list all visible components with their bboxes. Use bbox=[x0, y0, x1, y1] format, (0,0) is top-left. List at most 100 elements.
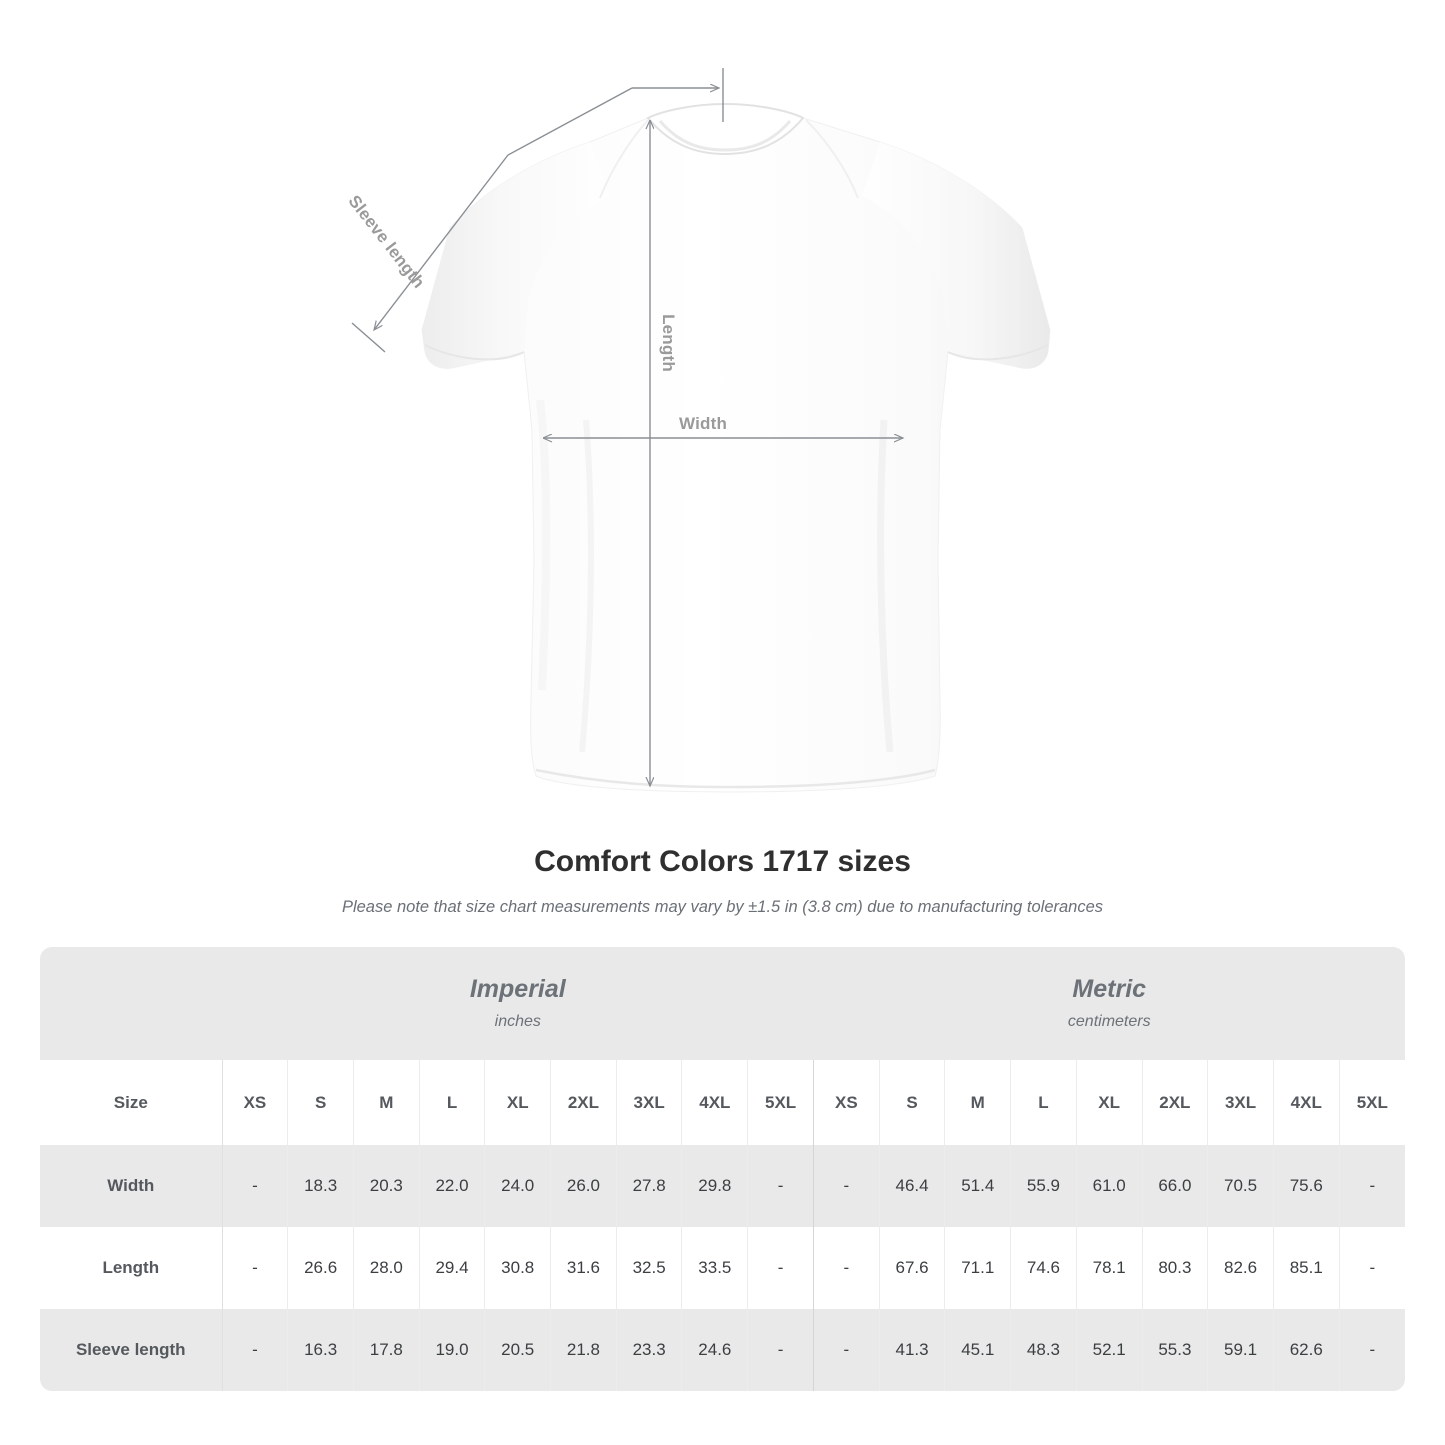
size-header-imp-5xl: 5XL bbox=[747, 1060, 814, 1145]
size-header-met-2xl: 2XL bbox=[1142, 1060, 1209, 1145]
cell-length-met-2xl: 80.3 bbox=[1142, 1227, 1209, 1309]
cell-length-met-5xl: - bbox=[1339, 1227, 1405, 1309]
tolerance-note: Please note that size chart measurements… bbox=[341, 898, 1104, 916]
cell-width-met-l: 55.9 bbox=[1010, 1145, 1077, 1227]
unit-imperial-cell: Imperial inches bbox=[222, 947, 814, 1060]
unit-imperial-sub: inches bbox=[494, 1012, 541, 1030]
cell-sleeve-met-xs: - bbox=[813, 1309, 880, 1391]
size-header-imp-4xl: 4XL bbox=[681, 1060, 749, 1145]
cell-sleeve-imp-4xl: 24.6 bbox=[681, 1309, 749, 1391]
cell-sleeve-met-5xl: - bbox=[1339, 1309, 1405, 1391]
cell-length-met-4xl: 85.1 bbox=[1273, 1227, 1340, 1309]
size-chart-table-wrapper: Imperial inches Metric centimeters Size … bbox=[40, 947, 1405, 1391]
sleeve-end-tick bbox=[351, 322, 386, 353]
unit-metric-name: Metric bbox=[1072, 974, 1147, 1003]
size-header-row: Size XS S M L XL 2XL 3XL 4XL 5XL XS S M … bbox=[40, 1060, 1405, 1145]
fold-2 bbox=[877, 419, 894, 753]
cell-width-met-xl: 61.0 bbox=[1076, 1145, 1143, 1227]
cell-width-imp-s: 18.3 bbox=[287, 1145, 354, 1227]
table-row: Length - 26.6 28.0 29.4 30.8 31.6 32.5 3… bbox=[40, 1227, 1405, 1309]
cell-sleeve-met-4xl: 62.6 bbox=[1273, 1309, 1340, 1391]
size-header-met-3xl: 3XL bbox=[1207, 1060, 1274, 1145]
cell-length-met-m: 71.1 bbox=[944, 1227, 1012, 1309]
size-header-met-m: M bbox=[944, 1060, 1012, 1145]
size-header-imp-s: S bbox=[287, 1060, 354, 1145]
cell-width-met-xs: - bbox=[813, 1145, 880, 1227]
dimension-lines bbox=[351, 68, 903, 786]
cell-sleeve-imp-l: 19.0 bbox=[419, 1309, 486, 1391]
cell-sleeve-imp-2xl: 21.8 bbox=[550, 1309, 617, 1391]
table-row: Width - 18.3 20.3 22.0 24.0 26.0 27.8 29… bbox=[40, 1145, 1405, 1227]
size-header-met-xs: XS bbox=[813, 1060, 880, 1145]
size-header-imp-m: M bbox=[353, 1060, 420, 1145]
sleeve-elbow bbox=[507, 87, 633, 156]
left-shoulder-seam bbox=[599, 119, 649, 199]
cell-sleeve-met-xl: 52.1 bbox=[1076, 1309, 1143, 1391]
bottom-hem bbox=[535, 768, 936, 789]
cell-sleeve-imp-3xl: 23.3 bbox=[616, 1309, 683, 1391]
heading-block: Comfort Colors 1717 sizes Please note th… bbox=[0, 843, 1445, 919]
unit-band-row: Imperial inches Metric centimeters bbox=[40, 947, 1405, 1060]
cell-width-imp-l: 22.0 bbox=[419, 1145, 486, 1227]
cell-sleeve-imp-s: 16.3 bbox=[287, 1309, 354, 1391]
cell-width-imp-xs: - bbox=[222, 1145, 289, 1227]
size-header-imp-xl: XL bbox=[484, 1060, 552, 1145]
cell-width-met-s: 46.4 bbox=[879, 1145, 946, 1227]
cell-width-imp-m: 20.3 bbox=[353, 1145, 420, 1227]
cell-sleeve-imp-xs: - bbox=[222, 1309, 289, 1391]
size-header-met-xl: XL bbox=[1076, 1060, 1143, 1145]
tshirt-illustration: Sleeve length Length Width bbox=[344, 68, 1051, 793]
cell-length-imp-xs: - bbox=[222, 1227, 289, 1309]
size-header-imp-l: L bbox=[419, 1060, 486, 1145]
cell-length-met-xl: 78.1 bbox=[1076, 1227, 1143, 1309]
size-header-label: Size bbox=[40, 1060, 223, 1145]
cell-width-imp-2xl: 26.0 bbox=[550, 1145, 617, 1227]
tshirt-shape bbox=[421, 102, 1051, 793]
size-header-met-5xl: 5XL bbox=[1339, 1060, 1405, 1145]
table-row: Sleeve length - 16.3 17.8 19.0 20.5 21.8… bbox=[40, 1309, 1405, 1391]
row-label-width: Width bbox=[40, 1145, 223, 1227]
cell-sleeve-imp-5xl: - bbox=[747, 1309, 814, 1391]
sleeve-diagonal-arrow bbox=[374, 154, 509, 330]
right-shoulder-seam bbox=[805, 119, 859, 199]
cell-sleeve-met-2xl: 55.3 bbox=[1142, 1309, 1209, 1391]
cell-width-met-4xl: 75.6 bbox=[1273, 1145, 1340, 1227]
cell-length-met-3xl: 82.6 bbox=[1207, 1227, 1274, 1309]
right-sleeve-hem bbox=[947, 344, 1049, 361]
size-header-met-s: S bbox=[879, 1060, 946, 1145]
cell-width-imp-3xl: 27.8 bbox=[616, 1145, 683, 1227]
cell-sleeve-met-s: 41.3 bbox=[879, 1309, 946, 1391]
tshirt-right-sleeve bbox=[862, 142, 1050, 369]
size-header-imp-2xl: 2XL bbox=[550, 1060, 617, 1145]
collar-inner bbox=[658, 120, 792, 152]
width-label: Width bbox=[679, 414, 728, 433]
unit-metric-cell: Metric centimeters bbox=[813, 947, 1405, 1060]
cell-sleeve-met-m: 45.1 bbox=[944, 1309, 1012, 1391]
fold-3 bbox=[536, 399, 551, 691]
fold-1 bbox=[579, 419, 594, 753]
cell-sleeve-imp-xl: 20.5 bbox=[484, 1309, 552, 1391]
size-header-imp-3xl: 3XL bbox=[616, 1060, 683, 1145]
cell-length-imp-xl: 30.8 bbox=[484, 1227, 552, 1309]
cell-width-imp-4xl: 29.8 bbox=[681, 1145, 749, 1227]
cell-length-imp-2xl: 31.6 bbox=[550, 1227, 617, 1309]
size-header-imp-xs: XS bbox=[222, 1060, 289, 1145]
cell-width-met-5xl: - bbox=[1339, 1145, 1405, 1227]
page-title: Comfort Colors 1717 sizes bbox=[534, 845, 911, 878]
cell-width-imp-5xl: - bbox=[747, 1145, 814, 1227]
size-header-met-4xl: 4XL bbox=[1273, 1060, 1340, 1145]
cell-sleeve-met-3xl: 59.1 bbox=[1207, 1309, 1274, 1391]
cell-width-met-m: 51.4 bbox=[944, 1145, 1012, 1227]
row-label-sleeve-length: Sleeve length bbox=[40, 1309, 223, 1391]
cell-length-imp-s: 26.6 bbox=[287, 1227, 354, 1309]
cell-length-imp-3xl: 32.5 bbox=[616, 1227, 683, 1309]
cell-length-met-l: 74.6 bbox=[1010, 1227, 1077, 1309]
cell-length-met-xs: - bbox=[813, 1227, 880, 1309]
size-chart-table: Imperial inches Metric centimeters Size … bbox=[40, 947, 1405, 1391]
cell-width-imp-xl: 24.0 bbox=[484, 1145, 552, 1227]
cell-width-met-3xl: 70.5 bbox=[1207, 1145, 1274, 1227]
tshirt-svg bbox=[351, 68, 1051, 793]
left-sleeve-hem bbox=[424, 344, 525, 361]
cell-width-met-2xl: 66.0 bbox=[1142, 1145, 1209, 1227]
